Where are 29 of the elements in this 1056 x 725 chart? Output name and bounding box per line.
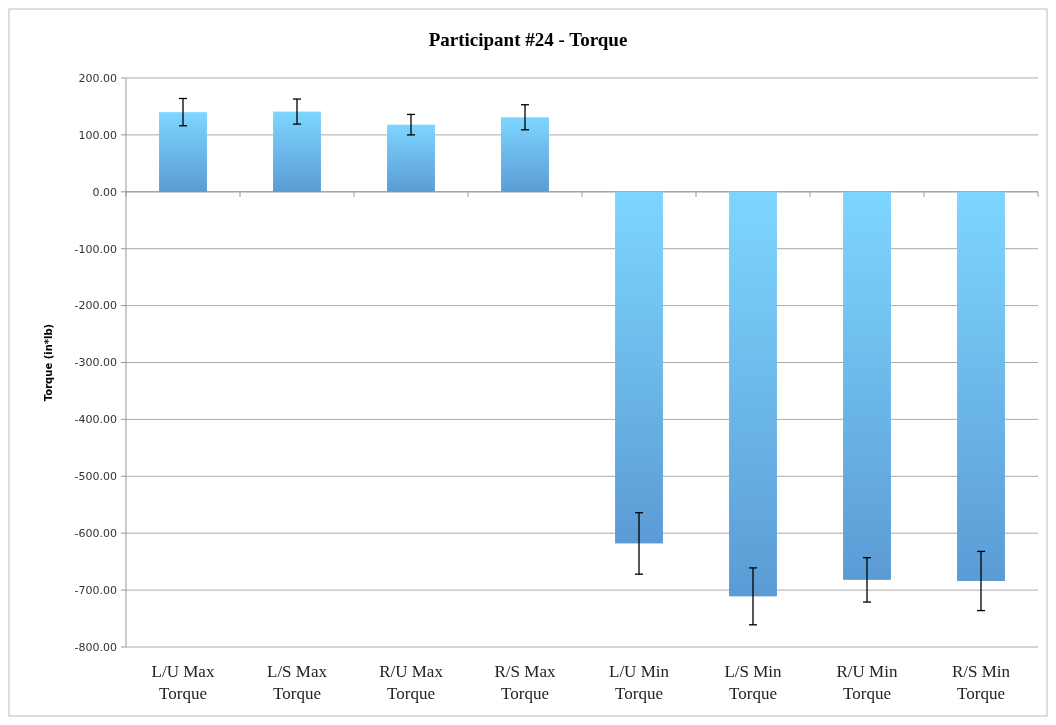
bar — [843, 191, 891, 580]
x-tick-label: L/U Min Torque — [609, 662, 670, 704]
bar — [615, 191, 663, 544]
y-tick-label: -700.00 — [74, 583, 117, 597]
bar — [957, 191, 1005, 581]
x-tick-label: R/S Max Torque — [494, 662, 556, 704]
y-tick-label: 0.00 — [92, 185, 117, 199]
y-tick-label: 100.00 — [78, 128, 117, 142]
y-axis-title: Torque (in*lb) — [43, 323, 54, 402]
y-tick-label: -800.00 — [74, 640, 117, 654]
bar — [159, 112, 207, 192]
bar — [729, 191, 777, 597]
x-tick-label: R/S Min Torque — [951, 662, 1011, 704]
y-tick-label: -500.00 — [74, 470, 117, 484]
y-tick-label: 200.00 — [78, 71, 117, 85]
x-tick-label: L/S Max Torque — [267, 662, 328, 704]
y-tick-label: -100.00 — [74, 242, 117, 256]
bar — [501, 117, 549, 192]
x-tick-label: R/U Min Torque — [836, 662, 898, 704]
bar — [387, 124, 435, 192]
y-tick-label: -300.00 — [74, 356, 117, 370]
x-tick-label: L/S Min Torque — [724, 662, 783, 704]
y-tick-label: -200.00 — [74, 299, 117, 313]
y-tick-label: -400.00 — [74, 413, 117, 427]
bar — [273, 111, 321, 192]
x-tick-label: R/U Max Torque — [379, 662, 444, 704]
y-tick-label: -600.00 — [74, 527, 117, 541]
x-tick-label: L/U Max Torque — [151, 662, 215, 704]
chart-title: Participant #24 - Torque — [428, 29, 628, 50]
